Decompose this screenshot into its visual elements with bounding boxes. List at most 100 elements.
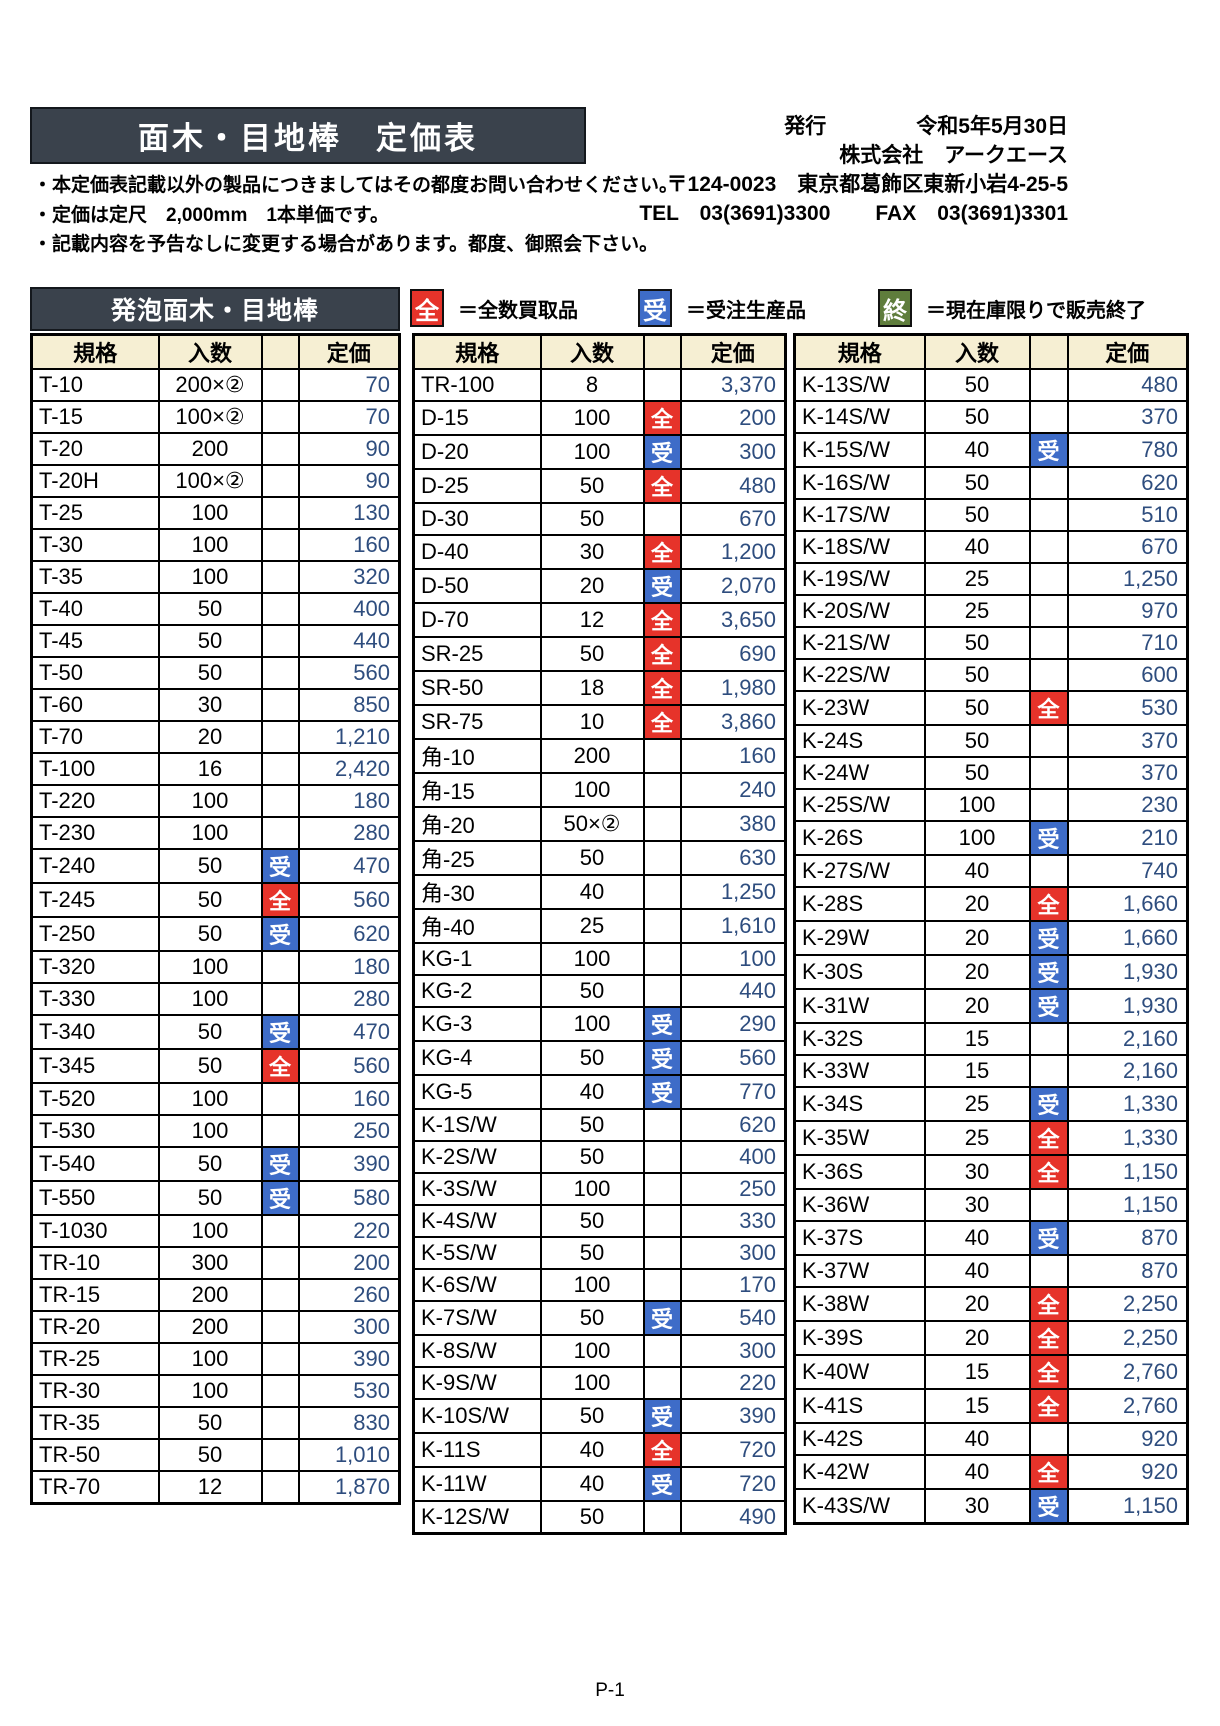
table-row: T-30 100 160 xyxy=(30,528,401,562)
price-cell: 2,160 xyxy=(1066,1054,1189,1088)
spec-cell: K-5S/W xyxy=(412,1236,542,1270)
column-header xyxy=(642,333,682,370)
price-cell: 370 xyxy=(1066,400,1189,434)
table-row: KG-3 100 受 290 xyxy=(412,1006,787,1042)
table-row: TR-15 200 260 xyxy=(30,1278,401,1312)
table-row: TR-25 100 390 xyxy=(30,1342,401,1376)
spec-cell: K-15S/W xyxy=(793,432,926,468)
table-row: 角-15 100 240 xyxy=(412,772,787,808)
table-row: KG-4 50 受 560 xyxy=(412,1040,787,1076)
table-row: K-38W 20 全 2,250 xyxy=(793,1286,1189,1322)
mark-cell xyxy=(1028,498,1069,532)
table-row: 角-20 50×② 380 xyxy=(412,806,787,842)
price-cell: 230 xyxy=(1066,788,1189,822)
qty-cell: 100 xyxy=(923,788,1031,822)
table-row: K-2S/W 50 400 xyxy=(412,1140,787,1174)
spec-cell: TR-35 xyxy=(30,1406,160,1440)
price-cell: 470 xyxy=(297,1014,401,1050)
spec-cell: K-17S/W xyxy=(793,498,926,532)
mark-cell xyxy=(260,982,300,1016)
price-cell: 400 xyxy=(297,592,401,626)
mark-cell: 全 xyxy=(642,636,682,672)
table-row: D-20 100 受 300 xyxy=(412,434,787,470)
table-row: K-14S/W 50 370 xyxy=(793,400,1189,434)
spec-cell: K-41S xyxy=(793,1388,926,1424)
table-row: T-530 100 250 xyxy=(30,1114,401,1148)
mark-cell xyxy=(642,1236,682,1270)
price-cell: 2,070 xyxy=(679,568,787,604)
qty-cell: 50 xyxy=(539,1204,645,1238)
mark-cell xyxy=(260,688,300,722)
mark-cell xyxy=(1028,466,1069,500)
qty-cell: 15 xyxy=(923,1022,1031,1056)
mark-cell xyxy=(260,1342,300,1376)
spec-cell: T-230 xyxy=(30,816,160,850)
table-row: T-35 100 320 xyxy=(30,560,401,594)
mark-cell: 全 xyxy=(1028,1388,1069,1424)
mark-cell: 全 xyxy=(642,670,682,706)
mark-cell xyxy=(642,1334,682,1368)
spec-cell: TR-20 xyxy=(30,1310,160,1344)
qty-cell: 100 xyxy=(539,772,645,808)
qty-cell: 18 xyxy=(539,670,645,706)
price-cell: 200 xyxy=(679,400,787,436)
note-line: ・本定価表記載以外の製品につきましてはその都度お問い合わせください。 xyxy=(33,175,679,196)
price-cell: 440 xyxy=(297,624,401,658)
legend-item-zen: 全 ＝全数買取品 xyxy=(410,289,578,327)
price-cell: 390 xyxy=(297,1342,401,1376)
mark-cell xyxy=(260,560,300,594)
spec-cell: K-11S xyxy=(412,1432,542,1468)
table-row: K-26S 100 受 210 xyxy=(793,820,1189,856)
table-row: KG-5 40 受 770 xyxy=(412,1074,787,1110)
price-cell: 220 xyxy=(297,1214,401,1248)
spec-cell: K-10S/W xyxy=(412,1398,542,1434)
mark-cell: 全 xyxy=(1028,690,1069,726)
column-header: 定価 xyxy=(1066,333,1189,370)
mark-cell: 全 xyxy=(1028,886,1069,922)
column-header: 入数 xyxy=(539,333,645,370)
table-row: T-250 50 受 620 xyxy=(30,916,401,952)
mark-cell xyxy=(260,1278,300,1312)
header-row: 規格 入数 定価 xyxy=(793,333,1189,370)
table-row: K-28S 20 全 1,660 xyxy=(793,886,1189,922)
price-cell: 740 xyxy=(1066,854,1189,888)
price-cell: 920 xyxy=(1066,1454,1189,1490)
column-header: 規格 xyxy=(793,333,926,370)
price-cell: 1,930 xyxy=(1066,988,1189,1024)
table-row: K-1S/W 50 620 xyxy=(412,1108,787,1142)
qty-cell: 200 xyxy=(539,738,645,774)
table-row: D-15 100 全 200 xyxy=(412,400,787,436)
table-row: K-35W 25 全 1,330 xyxy=(793,1120,1189,1156)
price-cell: 2,250 xyxy=(1066,1286,1189,1322)
table-row: K-31W 20 受 1,930 xyxy=(793,988,1189,1024)
price-cell: 2,760 xyxy=(1066,1388,1189,1424)
qty-cell: 50 xyxy=(157,624,263,658)
qty-cell: 50 xyxy=(157,1146,263,1182)
table-row: K-9S/W 100 220 xyxy=(412,1366,787,1400)
qty-cell: 100 xyxy=(157,784,263,818)
column-header: 規格 xyxy=(30,333,160,370)
mark-cell xyxy=(260,432,300,466)
qty-cell: 40 xyxy=(923,1422,1031,1456)
mark-cell xyxy=(260,1214,300,1248)
table-row: T-345 50 全 560 xyxy=(30,1048,401,1084)
spec-cell: T-530 xyxy=(30,1114,160,1148)
mark-cell xyxy=(642,1500,682,1534)
table-row: T-320 100 180 xyxy=(30,950,401,984)
mark-cell: 全 xyxy=(642,602,682,638)
price-cell: 560 xyxy=(297,882,401,918)
table-row: K-12S/W 50 490 xyxy=(412,1500,787,1534)
mark-cell xyxy=(260,784,300,818)
table-row: D-30 50 670 xyxy=(412,502,787,536)
qty-cell: 100 xyxy=(539,1172,645,1206)
qty-cell: 20 xyxy=(923,886,1031,922)
section-title: 発泡面木・目地棒 xyxy=(30,287,400,331)
qty-cell: 100 xyxy=(157,816,263,850)
table-row: T-220 100 180 xyxy=(30,784,401,818)
spec-cell: K-42S xyxy=(793,1422,926,1456)
spec-cell: K-1S/W xyxy=(412,1108,542,1142)
qty-cell: 40 xyxy=(923,530,1031,564)
price-cell: 90 xyxy=(297,464,401,498)
mark-cell xyxy=(1028,400,1069,434)
spec-cell: D-20 xyxy=(412,434,542,470)
